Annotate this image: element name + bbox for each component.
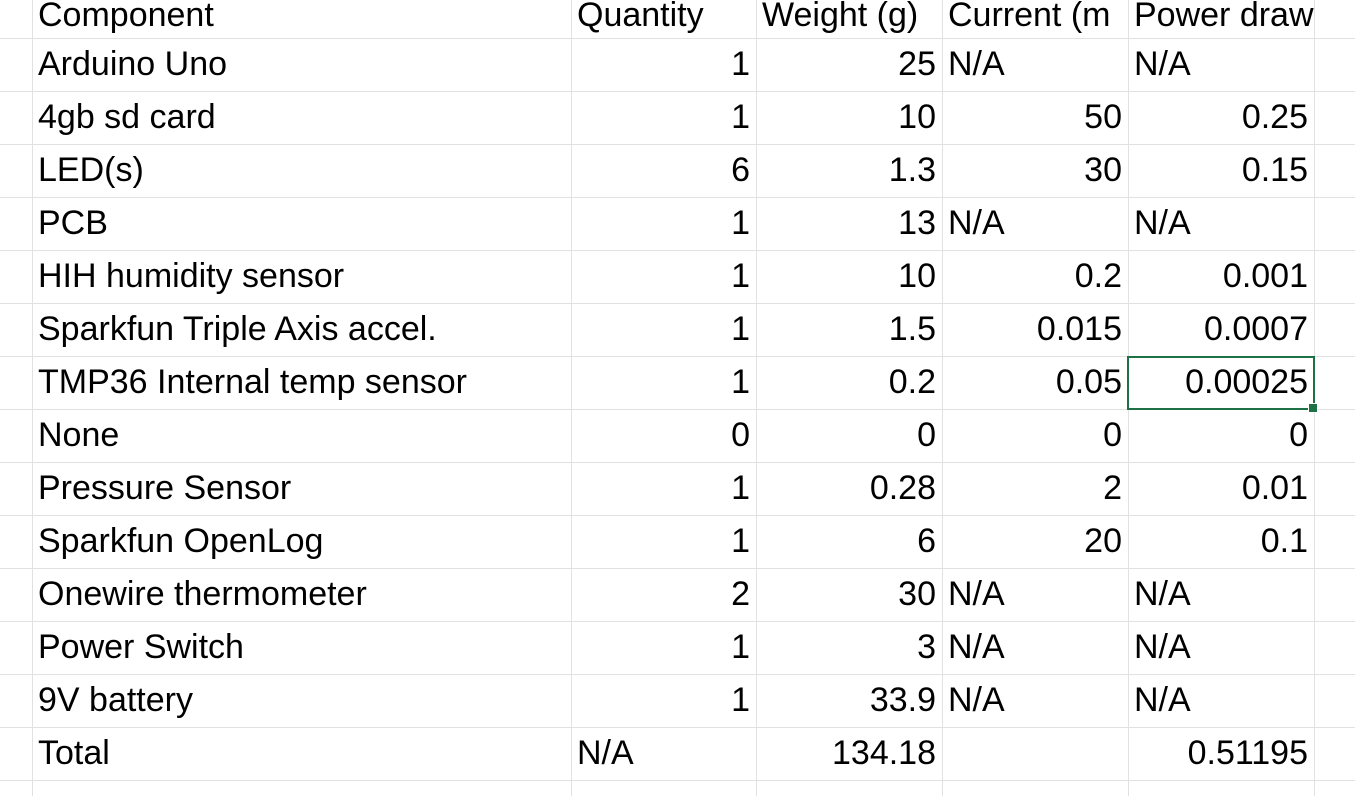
table-cell[interactable]: 1.3 <box>888 151 936 189</box>
table-cell[interactable]: 0 <box>731 416 750 454</box>
table-cell[interactable]: 1 <box>731 204 750 242</box>
table-cell[interactable]: 1 <box>731 628 750 666</box>
table-cell[interactable]: N/A <box>948 628 1005 666</box>
table-cell[interactable]: N/A <box>1134 45 1191 83</box>
table-cell[interactable]: 1 <box>731 681 750 719</box>
table-cell[interactable]: N/A <box>1134 628 1191 666</box>
row-gridline <box>0 674 1355 675</box>
table-cell[interactable]: 2 <box>731 575 750 613</box>
table-cell[interactable]: 10 <box>898 257 936 295</box>
row-gridline <box>0 568 1355 569</box>
table-cell[interactable]: None <box>38 416 120 454</box>
table-cell[interactable]: 0.00025 <box>1185 363 1308 401</box>
row-gridline <box>0 409 1355 410</box>
header-cell[interactable]: Component <box>38 0 214 34</box>
table-cell[interactable]: LED(s) <box>38 151 144 189</box>
table-cell[interactable]: 0.15 <box>1241 151 1308 189</box>
table-cell[interactable]: 0.001 <box>1222 257 1308 295</box>
table-cell[interactable]: N/A <box>948 45 1005 83</box>
table-cell[interactable]: Power Switch <box>38 628 244 666</box>
table-cell[interactable]: 1 <box>731 522 750 560</box>
header-cell[interactable]: Power draw (W <box>1134 0 1314 34</box>
table-cell[interactable]: 6 <box>731 151 750 189</box>
table-cell[interactable]: 0.2 <box>1074 257 1122 295</box>
table-cell[interactable]: 134.18 <box>832 734 936 772</box>
row-gridline <box>0 144 1355 145</box>
table-cell[interactable]: 3 <box>917 628 936 666</box>
table-cell[interactable]: PCB <box>38 204 108 242</box>
column-gridline <box>571 0 572 796</box>
row-gridline <box>0 621 1355 622</box>
table-cell[interactable]: 0.25 <box>1241 98 1308 136</box>
column-gridline <box>942 0 943 796</box>
table-cell[interactable]: Sparkfun OpenLog <box>38 522 324 560</box>
row-gridline <box>0 462 1355 463</box>
column-gridline <box>32 0 33 796</box>
row-gridline <box>0 356 1355 357</box>
table-cell[interactable]: 0.1 <box>1260 522 1308 560</box>
table-cell[interactable]: 1 <box>731 98 750 136</box>
table-cell[interactable]: 1 <box>731 363 750 401</box>
row-gridline <box>0 515 1355 516</box>
table-cell[interactable]: 30 <box>898 575 936 613</box>
table-cell[interactable]: 33.9 <box>869 681 936 719</box>
table-cell[interactable]: 0.2 <box>888 363 936 401</box>
table-cell[interactable]: Pressure Sensor <box>38 469 292 507</box>
table-cell[interactable]: Sparkfun Triple Axis accel. <box>38 310 437 348</box>
table-cell[interactable]: N/A <box>1134 204 1191 242</box>
table-cell[interactable]: N/A <box>948 575 1005 613</box>
table-cell[interactable]: 0.28 <box>869 469 936 507</box>
table-cell[interactable]: 1 <box>731 257 750 295</box>
table-cell[interactable]: 6 <box>917 522 936 560</box>
table-cell[interactable]: Arduino Uno <box>38 45 228 83</box>
row-gridline <box>0 197 1355 198</box>
table-cell[interactable]: N/A <box>577 734 634 772</box>
row-gridline <box>0 303 1355 304</box>
row-gridline <box>0 780 1355 781</box>
table-cell[interactable]: 0.0007 <box>1204 310 1308 348</box>
table-cell[interactable] <box>942 727 1128 780</box>
table-cell[interactable]: 0 <box>917 416 936 454</box>
table-cell[interactable]: 1.5 <box>888 310 936 348</box>
table-cell[interactable]: N/A <box>948 681 1005 719</box>
table-cell[interactable]: 25 <box>898 45 936 83</box>
row-gridline <box>0 250 1355 251</box>
table-cell[interactable]: 1 <box>731 310 750 348</box>
table-cell[interactable]: 0.51195 <box>1187 734 1308 772</box>
table-cell[interactable]: Onewire thermometer <box>38 575 367 613</box>
table-cell[interactable]: Total <box>38 734 110 772</box>
table-cell[interactable]: 20 <box>1084 522 1122 560</box>
table-cell[interactable]: N/A <box>1134 681 1191 719</box>
table-cell[interactable]: HIH humidity sensor <box>38 257 345 295</box>
row-gridline <box>0 727 1355 728</box>
header-cell[interactable]: Current (m <box>948 0 1111 34</box>
table-cell[interactable]: N/A <box>948 204 1005 242</box>
table-cell[interactable]: 0.015 <box>1036 310 1122 348</box>
table-cell[interactable]: 4gb sd card <box>38 98 216 136</box>
table-cell[interactable]: 10 <box>898 98 936 136</box>
table-cell[interactable]: 2 <box>1103 469 1122 507</box>
table-cell[interactable]: 0 <box>1103 416 1122 454</box>
table-cell[interactable]: 50 <box>1084 98 1122 136</box>
row-gridline <box>0 38 1355 39</box>
table-cell[interactable]: TMP36 Internal temp sensor <box>38 363 467 401</box>
table-cell[interactable]: N/A <box>1134 575 1191 613</box>
table-cell[interactable]: 0.05 <box>1055 363 1122 401</box>
header-cell[interactable]: Weight (g) <box>762 0 919 34</box>
table-cell[interactable]: 0.01 <box>1241 469 1308 507</box>
table-cell[interactable]: 9V battery <box>38 681 193 719</box>
header-cell[interactable]: Quantity <box>577 0 704 34</box>
table-cell[interactable]: 1 <box>731 469 750 507</box>
table-cell[interactable]: 30 <box>1084 151 1122 189</box>
table-cell[interactable]: 0 <box>1289 416 1308 454</box>
table-cell[interactable]: 13 <box>898 204 936 242</box>
row-gridline <box>0 91 1355 92</box>
column-gridline <box>756 0 757 796</box>
column-gridline <box>1314 0 1315 796</box>
table-cell[interactable]: 1 <box>731 45 750 83</box>
